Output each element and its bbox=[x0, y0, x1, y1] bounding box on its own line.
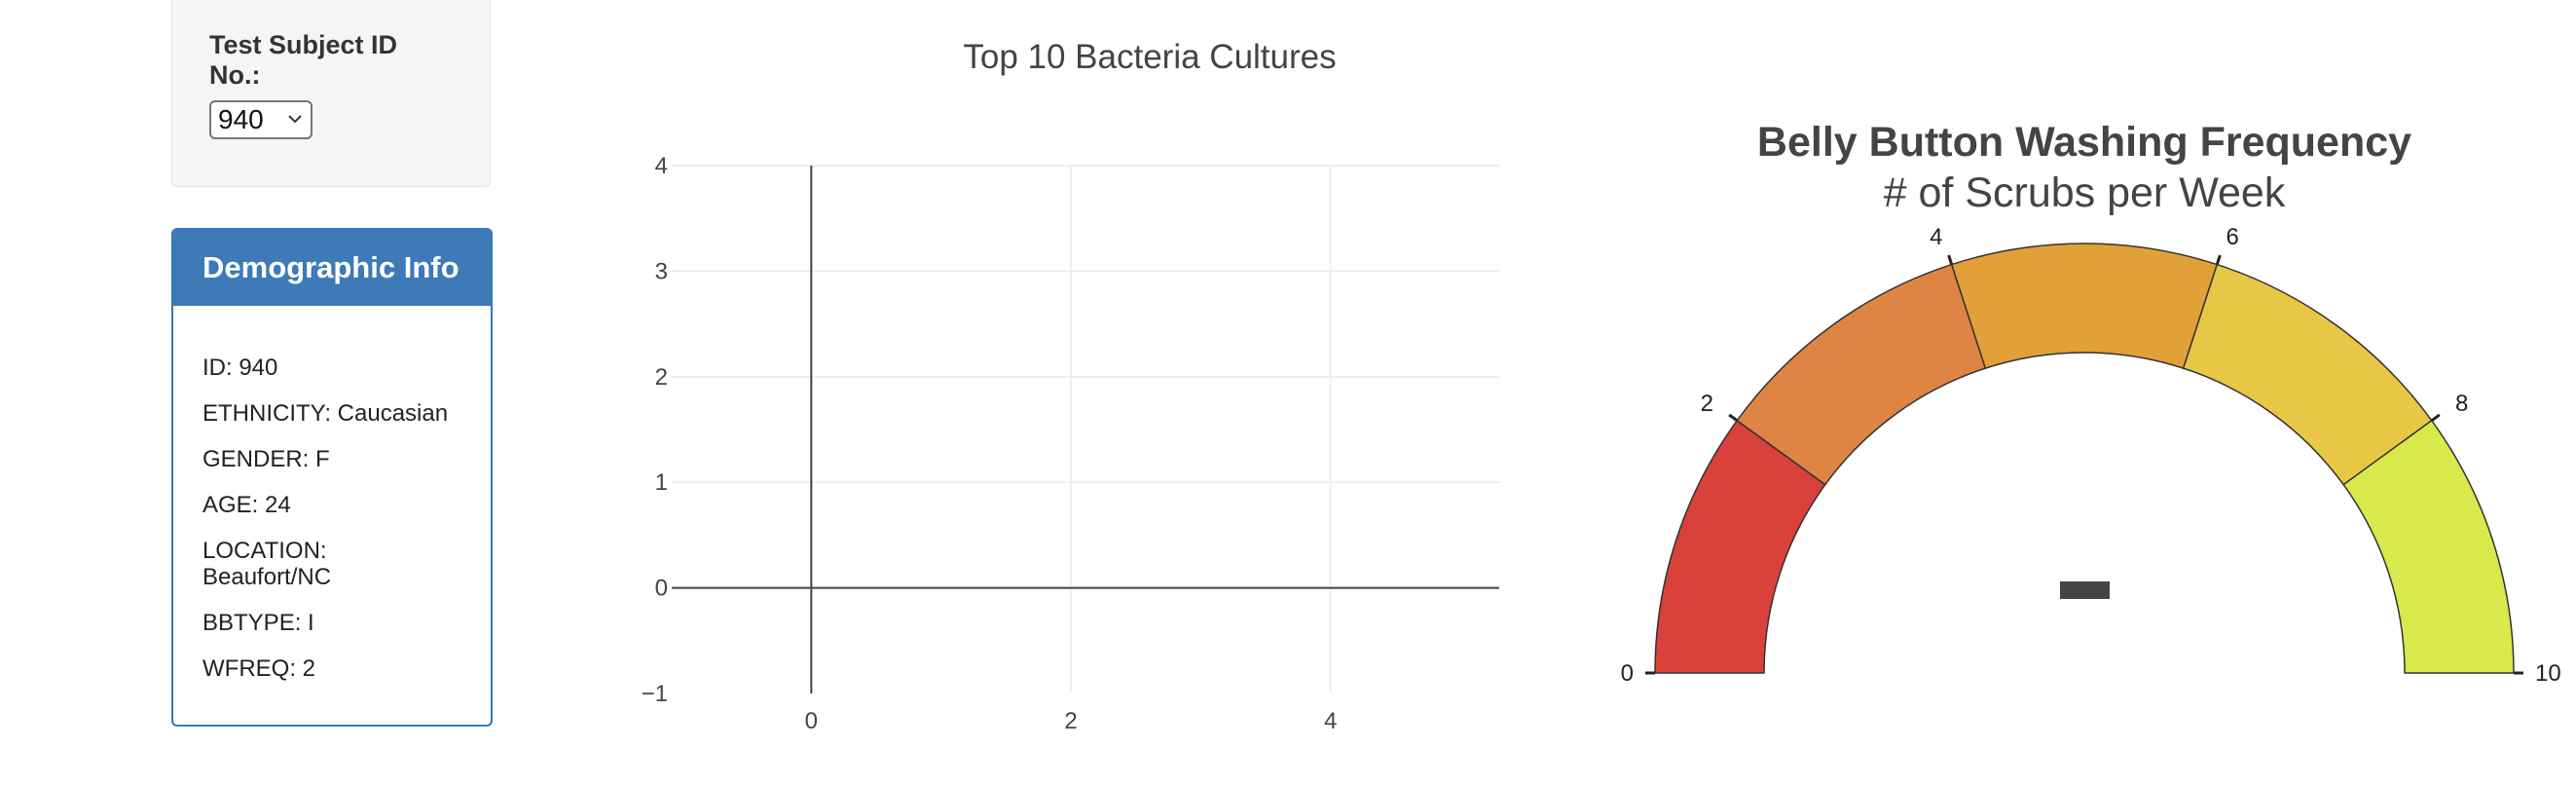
gauge-tick-label: 6 bbox=[2226, 224, 2239, 250]
bar-y-tick-label: 0 bbox=[655, 576, 668, 602]
bar-x-tick-label: 2 bbox=[1064, 708, 1077, 734]
bar-y-tick-label: 1 bbox=[655, 469, 668, 496]
info-item-id: ID: 940 bbox=[202, 355, 278, 381]
bar-y-tick-label: 4 bbox=[655, 153, 668, 179]
gauge-tick bbox=[1728, 413, 1739, 423]
gauge-tick bbox=[2215, 254, 2222, 266]
bar-x-tick-label: 4 bbox=[1324, 708, 1337, 734]
gauge-tick-label: 10 bbox=[2535, 660, 2561, 687]
chevron-down-icon bbox=[288, 115, 302, 124]
gauge-steps bbox=[1654, 243, 2515, 674]
demographic-info-panel: Demographic Info ID: 940 ETHNICITY: Cauc… bbox=[171, 228, 493, 727]
info-item-bbtype: BBTYPE: I bbox=[202, 610, 314, 636]
subject-id-select-value: 940 bbox=[218, 104, 264, 134]
subject-selector-label: Test Subject ID No.: bbox=[209, 30, 398, 90]
bar-x-tick-label: 0 bbox=[805, 708, 818, 734]
subject-id-select[interactable]: 940 bbox=[209, 100, 313, 139]
gauge-tick-label: 0 bbox=[1621, 660, 1634, 687]
panel-title: Demographic Info bbox=[173, 230, 491, 306]
bar-chart-grid bbox=[672, 165, 1499, 693]
gauge-tick-label: 8 bbox=[2455, 391, 2468, 417]
subject-selector-well: Test Subject ID No.: 940 bbox=[171, 0, 491, 187]
gauge-ticks: 0 2 4 6 8 10 bbox=[1621, 224, 2561, 687]
info-item-wfreq: WFREQ: 2 bbox=[202, 655, 316, 682]
gauge-tick bbox=[1947, 254, 1954, 266]
bar-y-tick-label: −1 bbox=[642, 681, 668, 707]
info-item-gender: GENDER: F bbox=[202, 446, 330, 472]
gauge-value-marker bbox=[2060, 581, 2110, 599]
info-item-ethnicity: ETHNICITY: Caucasian bbox=[202, 400, 449, 427]
gauge-subtitle: # of Scrubs per Week bbox=[1884, 169, 2286, 216]
gauge-title: Belly Button Washing Frequency bbox=[1757, 119, 2411, 166]
info-item-age: AGE: 24 bbox=[202, 492, 291, 518]
bar-chart-axes: 0 2 4 −1 0 1 2 3 4 bbox=[642, 153, 1499, 734]
gauge-step bbox=[1950, 243, 2219, 370]
gauge-tick bbox=[2430, 413, 2441, 423]
gauge-tick-label: 2 bbox=[1701, 391, 1713, 417]
bar-y-tick-label: 3 bbox=[655, 258, 668, 284]
gauge-tick-label: 4 bbox=[1930, 224, 1942, 250]
bar-y-tick-label: 2 bbox=[655, 364, 668, 391]
info-item-location: LOCATION: Beaufort/NC bbox=[202, 538, 332, 590]
bar-chart-title: Top 10 Bacteria Cultures bbox=[963, 38, 1336, 76]
